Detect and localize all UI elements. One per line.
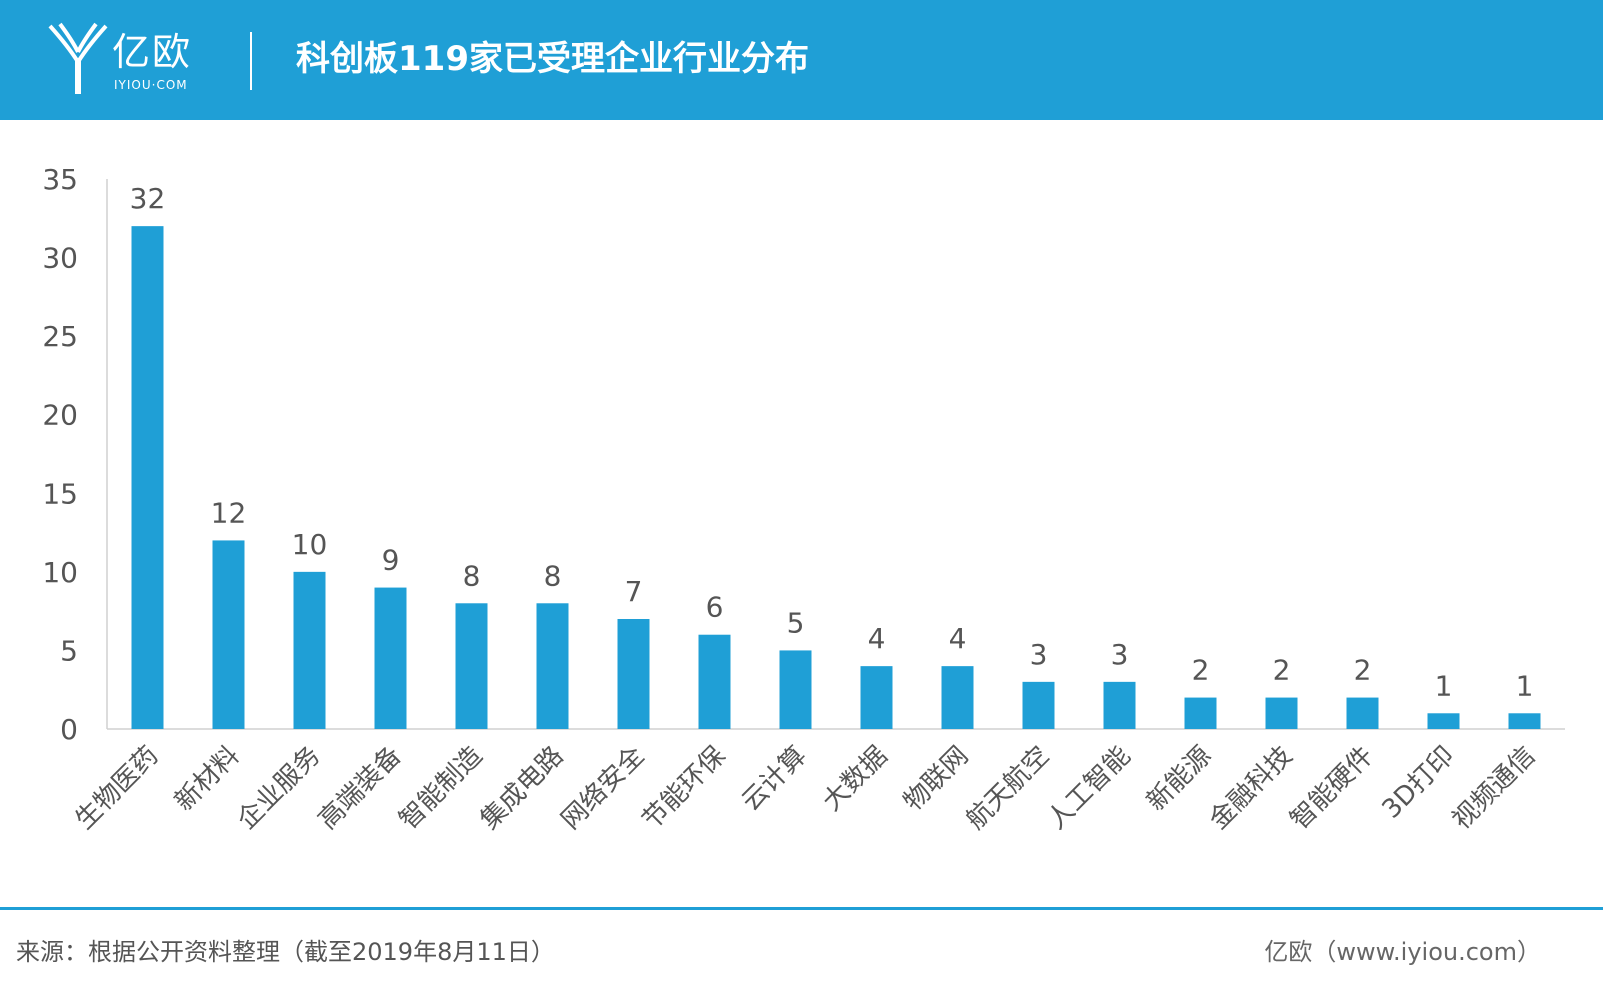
- data-label: 5: [787, 606, 805, 639]
- x-tick-label: 云计算: [736, 741, 812, 817]
- bar: [536, 603, 569, 729]
- x-tick-label: 节能环保: [637, 741, 732, 836]
- x-tick-label: 生物医药: [70, 741, 165, 836]
- bar: [1427, 713, 1460, 729]
- data-label: 9: [382, 544, 400, 577]
- credit-note: 亿欧（www.iyiou.com）: [1264, 938, 1541, 966]
- bar: [860, 666, 893, 729]
- y-tick-label: 5: [60, 634, 78, 667]
- x-tick-label: 新材料: [169, 741, 245, 817]
- data-label: 1: [1435, 669, 1453, 702]
- x-tick-label: 智能硬件: [1285, 741, 1380, 836]
- x-tick-label: 视频通信: [1447, 741, 1542, 836]
- data-label: 2: [1354, 654, 1372, 687]
- data-label: 2: [1192, 654, 1210, 687]
- x-tick-label: 人工智能: [1042, 741, 1137, 836]
- x-tick-label: 大数据: [817, 741, 893, 817]
- bar: [779, 650, 812, 729]
- y-tick-label: 10: [42, 556, 78, 589]
- bar: [1508, 713, 1541, 729]
- data-label: 12: [211, 496, 247, 529]
- bar: [1184, 697, 1217, 729]
- y-tick-label: 30: [42, 242, 78, 275]
- bar: [698, 634, 731, 729]
- bar: [1346, 697, 1379, 729]
- x-tick-label: 智能制造: [394, 741, 489, 836]
- bar: [1103, 681, 1136, 729]
- y-tick-label: 35: [42, 163, 78, 196]
- bar-chart: 0510152025303532生物医药12新材料10企业服务9高端装备8智能制…: [42, 163, 1565, 836]
- x-tick-label: 新能源: [1141, 741, 1217, 817]
- logo-domain: IYIOU·COM: [114, 78, 188, 92]
- data-label: 8: [463, 559, 481, 592]
- y-tick-label: 15: [42, 477, 78, 510]
- header-divider: [250, 32, 252, 90]
- y-tick-label: 20: [42, 399, 78, 432]
- y-tick-label: 25: [42, 320, 78, 353]
- y-tick-label: 0: [60, 713, 78, 746]
- data-label: 4: [868, 622, 886, 655]
- data-label: 6: [706, 591, 724, 624]
- x-tick-label: 金融科技: [1204, 741, 1299, 836]
- bar: [617, 619, 650, 729]
- data-label: 8: [544, 559, 562, 592]
- x-tick-label: 物联网: [898, 741, 974, 817]
- x-tick-label: 企业服务: [232, 741, 327, 836]
- source-note: 来源：根据公开资料整理（截至2019年8月11日）: [16, 938, 555, 966]
- x-tick-label: 网络安全: [556, 741, 651, 836]
- data-label: 2: [1273, 654, 1291, 687]
- x-tick-label: 高端装备: [313, 741, 408, 836]
- page-title: 科创板119家已受理企业行业分布: [296, 39, 809, 79]
- bar: [941, 666, 974, 729]
- footer-divider: [0, 907, 1603, 910]
- bar: [455, 603, 488, 729]
- header-banner: 亿欧 IYIOU·COM 科创板119家已受理企业行业分布: [0, 0, 1603, 120]
- logo-mark-icon: [48, 22, 108, 94]
- x-tick-label: 集成电路: [475, 741, 570, 836]
- bar: [293, 571, 326, 729]
- data-label: 1: [1516, 669, 1534, 702]
- x-tick-label: 航天航空: [961, 741, 1056, 836]
- logo-text: 亿欧: [112, 30, 193, 74]
- data-label: 10: [292, 528, 328, 561]
- data-label: 32: [130, 182, 166, 215]
- logo: 亿欧 IYIOU·COM: [48, 22, 218, 102]
- data-label: 3: [1111, 638, 1129, 671]
- bar: [212, 540, 245, 729]
- data-label: 3: [1030, 638, 1048, 671]
- data-label: 7: [625, 575, 643, 608]
- bar: [1022, 681, 1055, 729]
- bar: [131, 226, 164, 729]
- data-label: 4: [949, 622, 967, 655]
- bar: [1265, 697, 1298, 729]
- bar: [374, 587, 407, 729]
